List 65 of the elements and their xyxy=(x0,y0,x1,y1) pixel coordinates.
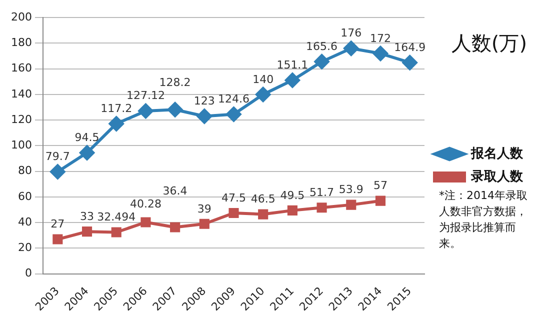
point xyxy=(228,208,239,218)
data-label: 39 xyxy=(197,202,212,216)
y-tick-label: 20 xyxy=(18,241,32,254)
data-label: 128.2 xyxy=(159,76,191,90)
point xyxy=(226,106,242,122)
data-label: 46.5 xyxy=(250,192,276,206)
point xyxy=(168,102,183,118)
data-label: 164.9 xyxy=(394,40,426,54)
data-label: 124.6 xyxy=(218,92,250,106)
point xyxy=(402,55,418,70)
text: *注：2014年录取人数非官方数据，为报录比推算而来。 xyxy=(439,188,528,252)
y-tick-label: 180 xyxy=(10,36,32,50)
point xyxy=(344,40,359,56)
point xyxy=(50,164,66,180)
data-label: 123 xyxy=(194,94,215,108)
data-label: 176 xyxy=(340,26,362,40)
point xyxy=(138,103,154,118)
data-label: 165.6 xyxy=(306,40,338,54)
point xyxy=(140,217,151,228)
point xyxy=(111,227,122,238)
point xyxy=(314,54,330,70)
data-label: 53.9 xyxy=(338,183,364,196)
point xyxy=(256,86,271,102)
point xyxy=(287,205,298,216)
data-label: 51.7 xyxy=(310,186,334,199)
point xyxy=(316,202,327,213)
data-label: 40.28 xyxy=(130,198,162,211)
data-label: 94.5 xyxy=(74,131,100,144)
legend-label: 报名人数 xyxy=(470,146,524,162)
data-label: 140 xyxy=(252,72,274,86)
data-label: 151.1 xyxy=(276,58,308,72)
data-label: 33 xyxy=(80,210,94,223)
y-tick-label: 0 xyxy=(24,266,32,280)
data-label: 79.7 xyxy=(45,150,70,164)
data-label: 27 xyxy=(50,218,65,231)
point xyxy=(170,222,180,232)
point xyxy=(372,46,388,61)
data-label: 57 xyxy=(373,179,388,192)
y-tick-label: 40 xyxy=(18,215,32,228)
text: 人数(万) xyxy=(451,30,527,57)
point xyxy=(52,234,63,244)
point xyxy=(375,196,386,206)
y-tick-label: 160 xyxy=(10,62,32,75)
y-tick-label: 60 xyxy=(18,190,32,203)
data-label: 47.5 xyxy=(222,191,246,204)
point xyxy=(82,226,92,237)
y-tick-label: 100 xyxy=(10,138,32,152)
y-tick-label: 120 xyxy=(10,112,32,126)
y-tick-label: 80 xyxy=(18,164,32,178)
data-label: 127.12 xyxy=(126,89,165,102)
data-label: 49.5 xyxy=(280,188,305,202)
data-label: 32.494 xyxy=(97,210,136,224)
point xyxy=(196,108,212,124)
y-tick-label: 200 xyxy=(10,10,32,24)
point xyxy=(346,200,356,210)
data-label: 36.4 xyxy=(162,184,188,198)
data-label: 117.2 xyxy=(100,102,132,116)
point xyxy=(199,218,210,229)
point xyxy=(108,116,124,132)
data-label: 172 xyxy=(370,32,391,45)
legend-label: 录取人数 xyxy=(470,169,524,184)
y-tick-label: 140 xyxy=(10,87,32,100)
point xyxy=(284,72,300,88)
point xyxy=(80,145,95,160)
point xyxy=(258,209,268,220)
